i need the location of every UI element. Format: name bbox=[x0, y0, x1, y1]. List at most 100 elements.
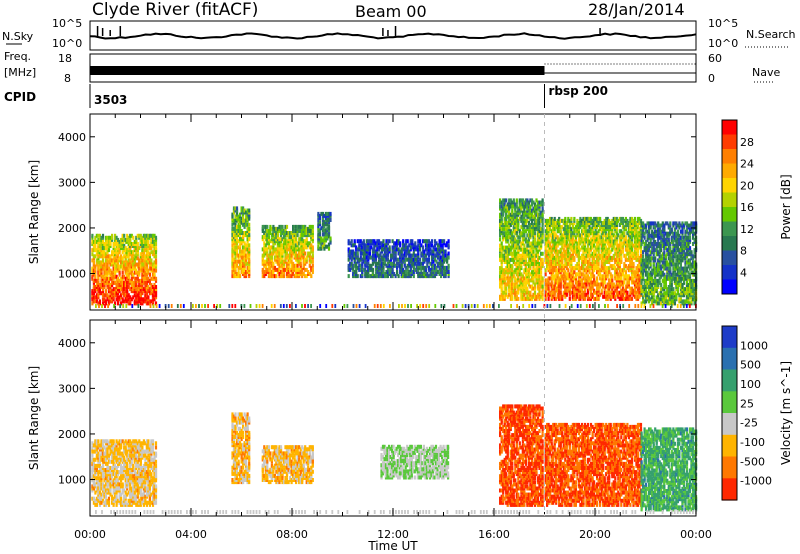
power-cell bbox=[94, 246, 97, 251]
power-cell bbox=[147, 242, 150, 246]
power-cell bbox=[107, 278, 111, 283]
power-cell bbox=[427, 249, 430, 254]
power-cell bbox=[508, 243, 511, 248]
power-cell bbox=[281, 224, 284, 229]
power-cell bbox=[503, 272, 506, 277]
power-cell bbox=[511, 243, 514, 248]
power-cell bbox=[377, 245, 381, 250]
power-cell bbox=[327, 246, 331, 251]
power-cell bbox=[126, 237, 129, 242]
power-cell bbox=[512, 200, 515, 205]
power-cell bbox=[514, 225, 517, 230]
power-cell bbox=[114, 258, 117, 263]
power-cell bbox=[282, 237, 286, 242]
power-cell bbox=[310, 255, 313, 260]
power-cell bbox=[359, 274, 362, 279]
power-cell bbox=[118, 270, 121, 275]
power-cell bbox=[310, 233, 313, 238]
power-cell bbox=[527, 264, 530, 269]
power-cell bbox=[269, 261, 272, 266]
power-cell bbox=[112, 291, 115, 296]
power-cell bbox=[508, 288, 511, 293]
power-cell bbox=[326, 228, 329, 233]
freq-right-tick-top: 60 bbox=[708, 52, 722, 65]
power-cell bbox=[535, 241, 538, 246]
power-cell bbox=[530, 272, 534, 277]
power-cell bbox=[129, 246, 132, 251]
power-cell bbox=[385, 274, 388, 279]
power-cell bbox=[130, 283, 133, 287]
power-cell bbox=[405, 253, 408, 258]
power-cell bbox=[246, 208, 249, 213]
power-cell bbox=[499, 221, 502, 225]
power-cell bbox=[100, 260, 103, 265]
power-cell bbox=[515, 272, 518, 277]
power-cell bbox=[263, 261, 266, 266]
power-cell bbox=[290, 270, 293, 274]
power-cell bbox=[429, 261, 432, 266]
power-cell bbox=[261, 257, 264, 262]
power-cell bbox=[352, 263, 355, 268]
power-cell bbox=[347, 247, 350, 252]
power-cell bbox=[517, 296, 520, 301]
power-cell bbox=[529, 272, 532, 277]
power-cell bbox=[289, 235, 292, 240]
power-cell bbox=[104, 246, 108, 251]
power-cell bbox=[281, 229, 284, 233]
power-cell bbox=[535, 204, 538, 209]
power-cell bbox=[514, 204, 517, 209]
power-cell bbox=[423, 265, 426, 270]
power-cell bbox=[323, 228, 326, 233]
power-cell bbox=[367, 255, 370, 260]
power-cell bbox=[101, 242, 105, 246]
power-cell bbox=[307, 241, 310, 246]
power-cell bbox=[103, 254, 106, 259]
power-cell bbox=[115, 297, 118, 302]
power-cell bbox=[321, 211, 324, 216]
power-cell bbox=[517, 251, 520, 256]
power-cell bbox=[298, 270, 301, 274]
power-cell bbox=[289, 267, 292, 272]
power-cell bbox=[115, 262, 118, 267]
power-cell bbox=[611, 274, 614, 279]
power-cell bbox=[245, 216, 248, 221]
power-cell bbox=[532, 272, 535, 277]
power-cell bbox=[505, 216, 508, 221]
power-cell bbox=[524, 229, 527, 234]
power-cell bbox=[508, 251, 511, 256]
power-cell bbox=[533, 268, 537, 273]
power-cell bbox=[234, 255, 237, 260]
power-cell bbox=[231, 243, 234, 248]
power-cell bbox=[367, 265, 370, 270]
power-cell bbox=[514, 229, 517, 234]
power-cell bbox=[154, 246, 158, 251]
power-cell bbox=[295, 267, 298, 272]
power-cell bbox=[621, 249, 624, 254]
power-cell bbox=[145, 276, 148, 281]
power-cell bbox=[391, 267, 394, 272]
power-cell bbox=[150, 246, 153, 251]
power-cell bbox=[261, 247, 264, 252]
power-cell bbox=[117, 283, 120, 287]
power-cell bbox=[290, 253, 293, 258]
power-cell bbox=[526, 272, 529, 277]
power-cell bbox=[243, 274, 246, 279]
power-cell bbox=[533, 208, 537, 213]
power-cell bbox=[273, 255, 276, 260]
power-cell bbox=[153, 272, 156, 277]
power-cell bbox=[136, 293, 139, 298]
power-cell bbox=[347, 274, 350, 279]
power-cell bbox=[302, 259, 305, 264]
power-cell bbox=[132, 256, 135, 261]
power-cell bbox=[103, 246, 106, 251]
power-cell bbox=[154, 268, 158, 273]
power-cell bbox=[517, 284, 520, 289]
power-cell bbox=[511, 216, 514, 221]
power-cell bbox=[121, 266, 124, 271]
power-cell bbox=[379, 251, 382, 256]
power-cell bbox=[242, 206, 245, 211]
power-cell bbox=[92, 270, 95, 275]
power-cell bbox=[107, 270, 111, 275]
power-cell bbox=[391, 245, 394, 250]
